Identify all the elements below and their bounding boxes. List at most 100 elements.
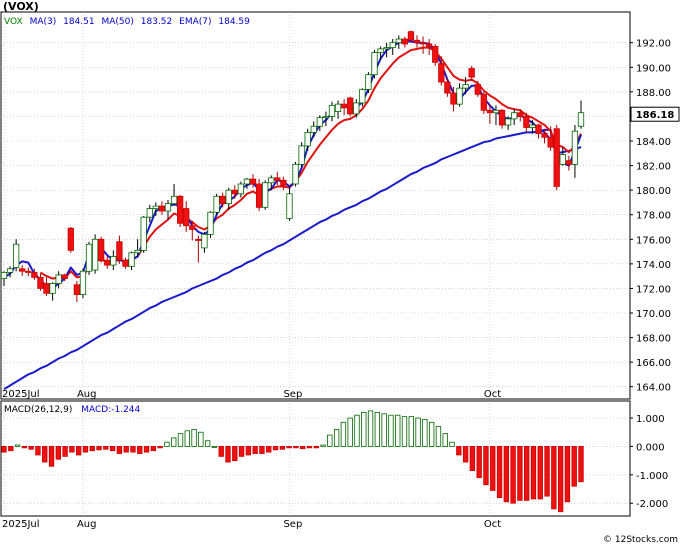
macd-tick-label: 1.000 — [636, 414, 665, 425]
candle-body — [286, 193, 293, 219]
candle — [419, 36, 427, 54]
macd-bar — [293, 446, 299, 449]
candle — [577, 100, 585, 129]
macd-bar — [1, 446, 7, 453]
candle — [122, 257, 129, 269]
macd-label: MACD(26,12,9) MACD:-1.244 — [4, 405, 141, 415]
candle — [158, 201, 166, 215]
candle-body — [365, 74, 372, 90]
legend-ema7-value: 184.59 — [218, 17, 250, 27]
macd-bar — [490, 446, 496, 491]
candle-body — [164, 203, 172, 212]
candle-body — [492, 109, 500, 114]
candle — [164, 199, 172, 220]
macd-bar — [55, 446, 61, 460]
candle-body — [559, 154, 566, 165]
last-price-value: 186.18 — [636, 110, 675, 121]
legend-ema7-label: EMA(7) — [179, 17, 211, 27]
macd-bar — [313, 446, 319, 449]
candle — [456, 83, 463, 107]
candle-body — [298, 145, 305, 165]
macd-bar — [150, 446, 157, 452]
candle-body — [177, 195, 184, 224]
macd-bar — [483, 446, 489, 486]
candle-body — [334, 103, 342, 112]
macd-bar — [123, 446, 129, 453]
candle-body — [262, 182, 269, 208]
candle-body — [383, 47, 390, 50]
candle-body — [225, 189, 232, 205]
candle — [353, 99, 360, 118]
macd-bar — [544, 446, 550, 497]
candle-body — [571, 130, 579, 165]
price-tick-label: 176.00 — [636, 235, 671, 246]
candle — [128, 251, 135, 270]
candle-body — [480, 93, 487, 111]
candle — [310, 121, 317, 138]
candle — [298, 142, 305, 167]
date-label: 2025Jul — [2, 519, 40, 530]
candle — [316, 115, 323, 132]
candle — [104, 256, 111, 269]
macd-bar — [211, 446, 218, 448]
macd-bar — [395, 414, 401, 447]
price-tick-label: 174.00 — [636, 260, 671, 271]
macd-bar — [232, 446, 238, 462]
candle — [426, 39, 433, 55]
macd-tick-label: -2.000 — [636, 499, 668, 510]
candle — [371, 50, 378, 79]
candle-body — [122, 259, 129, 267]
price-tick-label: 178.00 — [636, 211, 671, 222]
candle-body — [98, 238, 105, 261]
candle — [401, 36, 408, 48]
candle — [177, 195, 184, 227]
macd-bar — [551, 446, 557, 510]
macd-bar — [449, 441, 455, 447]
date-label: Aug — [77, 389, 97, 400]
candle-body — [328, 104, 336, 117]
candle-body — [535, 124, 542, 135]
price-tick-label: 168.00 — [636, 334, 671, 345]
candle — [6, 266, 14, 278]
candle-body — [189, 225, 196, 230]
legend-ma3-value: 184.51 — [63, 17, 95, 27]
macd-bar — [130, 446, 136, 453]
macd-bar — [225, 446, 231, 463]
candle-body — [152, 205, 159, 209]
macd-bar — [245, 446, 252, 456]
candle — [511, 109, 518, 126]
macd-bar — [218, 446, 224, 457]
macd-bar — [537, 446, 543, 500]
candle-body — [116, 241, 123, 261]
candle-body — [61, 274, 68, 279]
price-tick-label: 172.00 — [636, 284, 671, 295]
candle-body — [268, 177, 275, 184]
candle — [67, 227, 74, 253]
legend-ma3-label: MA(3) — [30, 17, 57, 27]
macd-bar — [96, 446, 102, 451]
macd-bar — [177, 433, 184, 447]
price-tick-label: 182.00 — [636, 162, 671, 173]
price-tick-label: 192.00 — [636, 39, 671, 50]
candle-body — [13, 243, 20, 268]
macd-bar — [524, 446, 530, 501]
candle — [486, 104, 494, 124]
macd-bar — [347, 417, 353, 447]
candle-body — [292, 163, 299, 185]
macd-bar — [238, 446, 245, 457]
date-label: Sep — [283, 389, 302, 400]
macd-tick-label: -1.000 — [636, 471, 668, 482]
macd-bar — [557, 446, 564, 513]
macd-bar — [103, 446, 109, 450]
candle — [347, 96, 354, 117]
macd-bar — [327, 434, 333, 447]
candle-body — [0, 272, 8, 280]
candle-body — [73, 284, 81, 295]
candle-body — [413, 39, 421, 44]
candle-body — [31, 272, 38, 278]
candle-body — [577, 112, 585, 127]
candle-body — [237, 183, 245, 195]
candle-body — [462, 84, 469, 89]
macd-histogram — [1, 410, 584, 513]
candle — [19, 265, 26, 277]
